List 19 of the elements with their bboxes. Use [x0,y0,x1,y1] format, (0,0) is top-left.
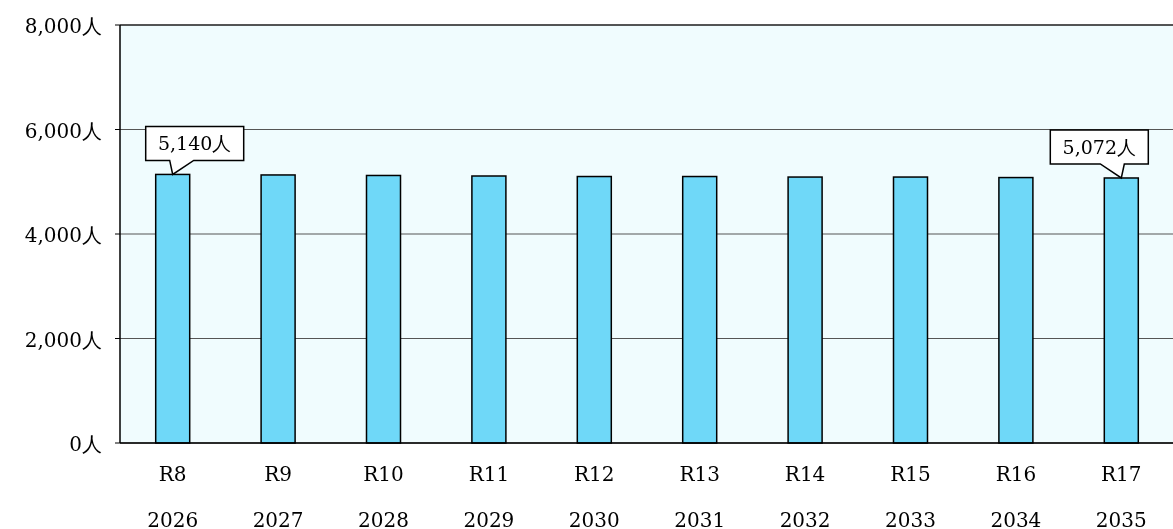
y-tick-label: 4,000人 [24,223,102,247]
data-label: 5,140人 [158,132,232,155]
y-tick-label: 8,000人 [24,14,102,38]
x-tick-label: R9 2027 [252,462,304,529]
x-tick-label: R14 2032 [779,462,831,529]
x-tick-label: R12 2030 [568,462,620,529]
x-tick-label: R11 2029 [463,462,515,529]
callout: 5,072人 [1049,129,1150,180]
y-tick-label: 2,000人 [24,327,102,352]
y-tick-label: 0人 [69,432,102,456]
callout: 5,140人 [144,125,245,176]
y-tick-label: 6,000人 [24,118,102,143]
x-tick-label: R10 2028 [358,462,409,529]
x-tick-label: R15 2033 [885,462,936,529]
x-tick-label: R13 2031 [674,462,726,529]
x-tick-label: R8 2026 [147,462,199,529]
data-label: 5,072人 [1062,135,1136,158]
x-tick-label: R16 2034 [990,462,1042,529]
x-tick-label: R17 2035 [1095,462,1147,529]
